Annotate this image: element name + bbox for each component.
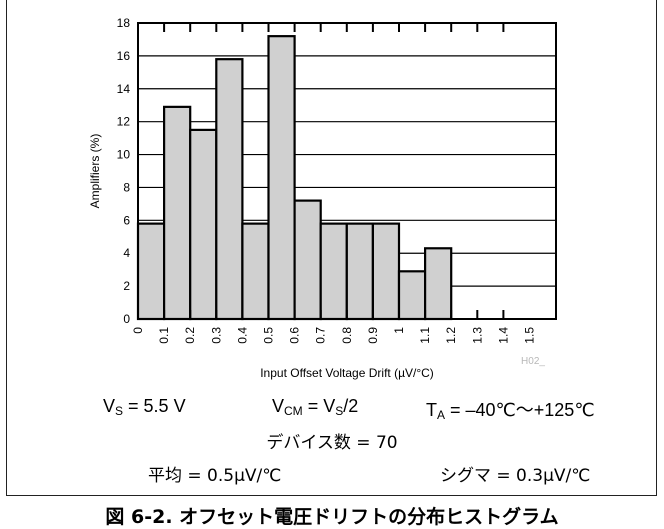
bar-0.8 [345, 222, 374, 321]
tick-marks [163, 23, 505, 319]
bar-1.1 [424, 247, 453, 321]
vcm-subscript: CM [284, 404, 303, 418]
bar-0 [136, 222, 166, 321]
x-tick-label: 0.5 [262, 327, 276, 344]
x-tick-label: 0.6 [288, 327, 302, 344]
figure-caption: 図 6-2. オフセット電圧ドリフトの分布ヒストグラム [105, 506, 559, 528]
histogram-chart: 0 2 4 6 8 10 12 14 16 18 0 0.1 0.2 0.3 0.4 0.5 0.6 0.7 0.… [88, 16, 557, 380]
x-tick-label: 1 [392, 327, 406, 334]
y-tick-label: 10 [117, 148, 131, 162]
x-tick-label: 0 [131, 327, 145, 334]
bar-0.2 [189, 128, 218, 321]
ta-symbol: T [426, 400, 437, 420]
bars [136, 35, 453, 321]
y-tick-label: 6 [123, 213, 130, 227]
bar-0.3 [215, 58, 244, 321]
x-axis-label: Input Offset Voltage Drift (µV/°C) [260, 366, 434, 380]
bar-1 [397, 270, 427, 321]
vs-symbol: V [103, 396, 116, 416]
y-axis-label: Amplifiers (%) [88, 134, 102, 209]
vcm-value: /2 [343, 396, 359, 416]
device-count: デバイス数 = 70 [266, 433, 398, 453]
mean-value: 平均 = 0.5µV/℃ [148, 466, 282, 486]
x-tick-label: 1.2 [444, 327, 458, 344]
vcm-equals: = V [302, 396, 336, 416]
x-tick-label: 0.7 [314, 327, 328, 344]
x-tick-label: 0.2 [183, 327, 197, 344]
figure-watermark: H02_ [521, 356, 545, 367]
bar-0.5 [267, 35, 296, 321]
common-mode-voltage-condition: VCM = VS/2 [272, 396, 358, 418]
vcm-vs-subscript: S [335, 404, 344, 418]
ta-subscript: A [437, 408, 446, 422]
x-tick-label: 1.5 [523, 327, 537, 344]
x-tick-label: 0.4 [235, 327, 249, 344]
y-tick-label: 2 [123, 279, 130, 293]
x-tick-label: 1.1 [418, 327, 432, 344]
sigma-value: シグマ = 0.3µV/℃ [440, 466, 591, 486]
figure-frame [6, 0, 657, 496]
vcm-symbol: V [272, 396, 285, 416]
x-tick-label: 0.8 [340, 327, 354, 344]
ta-value: = –40℃〜+125℃ [445, 400, 595, 420]
plot-border [137, 22, 557, 320]
vs-value: = 5.5 V [123, 396, 186, 416]
bar-0.7 [319, 222, 348, 321]
bar-0.6 [293, 199, 322, 321]
bar-0.1 [163, 105, 192, 321]
y-tick-label: 14 [117, 82, 131, 96]
x-tick-label: 0.9 [366, 327, 380, 344]
supply-voltage-condition: VS = 5.5 V [103, 396, 186, 418]
y-tick-label: 4 [123, 246, 130, 260]
ambient-temperature-condition: TA = –40℃〜+125℃ [426, 396, 595, 422]
y-tick-label: 8 [123, 180, 130, 194]
x-tick-labels: 0 0.1 0.2 0.3 0.4 0.5 0.6 0.7 0.8 0.9 1 1.1 1.2 1.3 1.… [131, 327, 537, 344]
x-tick-label: 0.3 [209, 327, 223, 344]
x-tick-label: 0.1 [157, 327, 171, 344]
x-tick-label: 1.4 [496, 327, 510, 344]
bar-0.4 [241, 222, 270, 321]
bar-0.9 [371, 222, 401, 321]
y-tick-label: 0 [123, 312, 130, 326]
y-tick-label: 16 [117, 49, 131, 63]
vs-subscript: S [115, 404, 124, 418]
y-tick-label: 12 [117, 115, 131, 129]
y-tick-labels: 0 2 4 6 8 10 12 14 16 18 [117, 16, 131, 326]
x-tick-label: 1.3 [470, 327, 484, 344]
y-tick-label: 18 [117, 16, 131, 30]
